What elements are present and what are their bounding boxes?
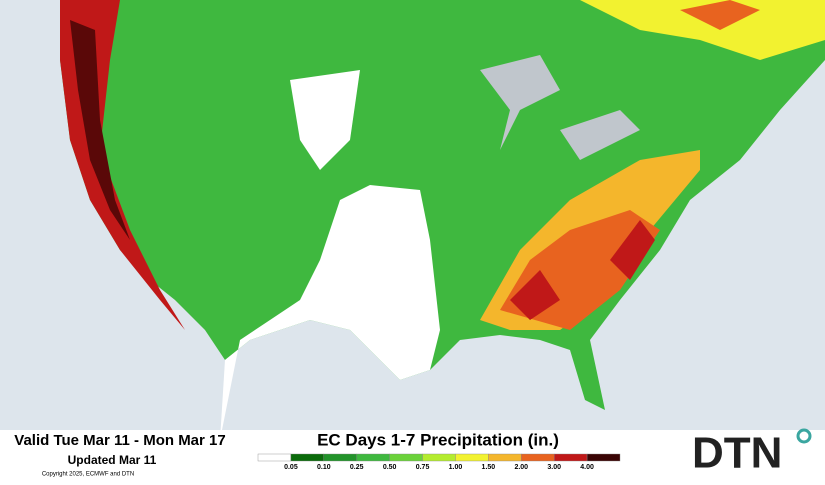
map-title: EC Days 1-7 Precipitation (in.) — [317, 430, 559, 449]
legend-label: 0.75 — [416, 464, 430, 471]
map — [0, 0, 825, 430]
updated-date: Updated Mar 11 — [68, 453, 157, 467]
legend-swatch — [389, 453, 423, 462]
legend-swatch — [488, 453, 522, 462]
legend-label: 0.05 — [284, 464, 298, 471]
legend-label: 0.10 — [317, 464, 331, 471]
valid-dates: Valid Tue Mar 11 - Mon Mar 17 — [14, 432, 225, 449]
legend-label: 4.00 — [580, 464, 594, 471]
legend-label: 1.50 — [482, 464, 496, 471]
legend-label: 2.00 — [514, 464, 528, 471]
legend-swatch — [356, 453, 390, 462]
legend-label: 3.00 — [547, 464, 561, 471]
legend-swatch — [257, 453, 292, 462]
legend-label: 1.00 — [449, 464, 463, 471]
legend-swatch — [553, 453, 588, 462]
legend-swatch — [586, 453, 621, 462]
copyright: Copyright 2025, ECMWF and DTN — [42, 472, 134, 478]
legend-swatch — [521, 453, 555, 462]
legend-swatch — [323, 453, 357, 462]
legend-label: 0.50 — [383, 464, 397, 471]
logo: DTN — [692, 428, 812, 478]
logo-dot — [796, 428, 812, 444]
legend-swatch — [290, 453, 325, 462]
logo-text: DTN — [692, 429, 782, 478]
legend: 0.05 0.10 0.25 0.50 0.75 1.00 1.50 2.00 3.00 4.00 — [257, 453, 621, 471]
legend-swatch — [422, 453, 456, 462]
legend-swatch — [455, 453, 489, 462]
legend-label: 0.25 — [350, 464, 364, 471]
